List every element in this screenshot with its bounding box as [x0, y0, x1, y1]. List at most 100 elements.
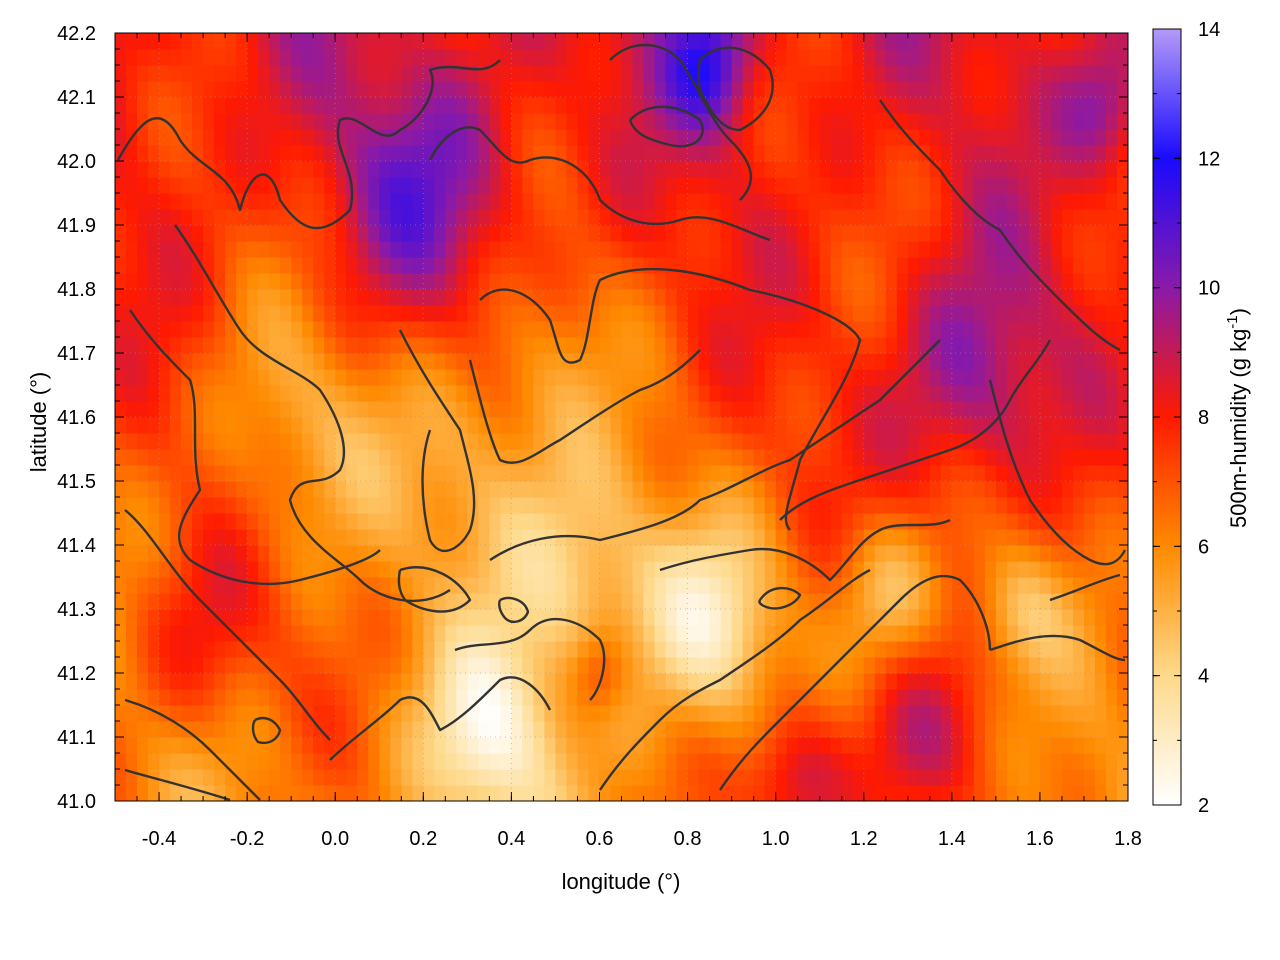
heatmap-cell [1006, 609, 1019, 626]
heatmap-cell [676, 609, 689, 626]
heatmap-cell [280, 209, 292, 226]
heatmap-cell [203, 497, 215, 514]
heatmap-cell [478, 673, 490, 690]
heatmap-cell [1028, 193, 1041, 210]
heatmap-cell [478, 769, 490, 786]
contour-line [498, 596, 530, 624]
heatmap-cell [907, 689, 920, 706]
heatmap-cell [489, 353, 501, 370]
heatmap-cell [764, 161, 777, 178]
heatmap-cell [401, 257, 413, 274]
heatmap-cell [1017, 737, 1030, 754]
heatmap-cell [236, 513, 248, 530]
heatmap-cell [555, 737, 568, 754]
heatmap-cell [346, 161, 358, 178]
heatmap-cell [1061, 705, 1074, 722]
heatmap-cell [489, 769, 501, 786]
heatmap-cell [225, 305, 237, 322]
heatmap-cell [632, 673, 645, 690]
heatmap-cell [654, 641, 667, 658]
heatmap-cell [291, 689, 303, 706]
heatmap-cell [467, 97, 479, 114]
heatmap-cell [170, 337, 182, 354]
heatmap-cell [863, 257, 876, 274]
heatmap-cell [797, 257, 810, 274]
heatmap-cell [588, 257, 601, 274]
heatmap-cell [137, 193, 149, 210]
x-tick-label: 0.0 [321, 828, 349, 850]
heatmap-cell [951, 81, 964, 98]
heatmap-cell [951, 321, 964, 338]
heatmap-cell [874, 49, 887, 66]
heatmap-cell [1105, 161, 1118, 178]
heatmap-cell [258, 753, 270, 770]
heatmap-cell [137, 641, 149, 658]
heatmap-cell [995, 513, 1008, 530]
heatmap-cell [665, 353, 678, 370]
heatmap-cell [951, 465, 964, 482]
heatmap-cell [764, 513, 777, 530]
heatmap-cell [335, 513, 347, 530]
heatmap-cell [841, 369, 854, 386]
heatmap-cell [610, 321, 623, 338]
heatmap-cell [841, 273, 854, 290]
heatmap-cell [918, 657, 931, 674]
heatmap-cell [907, 449, 920, 466]
heatmap-cell [1039, 321, 1052, 338]
heatmap-cell [566, 289, 579, 306]
heatmap-cell [181, 737, 193, 754]
heatmap-cell [401, 49, 413, 66]
heatmap-cell [478, 97, 490, 114]
heatmap-cell [896, 497, 909, 514]
heatmap-cell [159, 465, 171, 482]
heatmap-cell [1072, 609, 1085, 626]
heatmap-cell [874, 785, 887, 801]
heatmap-cell [742, 289, 755, 306]
heatmap-cell [1017, 241, 1030, 258]
heatmap-cell [368, 513, 380, 530]
heatmap-cell [368, 625, 380, 642]
heatmap-cell [918, 241, 931, 258]
heatmap-cell [720, 97, 733, 114]
heatmap-cell [357, 369, 369, 386]
heatmap-cell [797, 737, 810, 754]
heatmap-cell [522, 753, 535, 770]
heatmap-cell [1083, 417, 1096, 434]
heatmap-cell [390, 417, 402, 434]
heatmap-cell [775, 193, 788, 210]
heatmap-cell [1039, 465, 1052, 482]
heatmap-cell [885, 401, 898, 418]
heatmap-cell [203, 529, 215, 546]
y-axis-title: latitude (°) [26, 372, 51, 473]
heatmap-cell [1039, 721, 1052, 738]
heatmap-cell [280, 401, 292, 418]
heatmap-cell [170, 49, 182, 66]
heatmap-cell [1094, 337, 1107, 354]
heatmap-cell [170, 161, 182, 178]
heatmap-cell [599, 177, 612, 194]
heatmap-cell [577, 481, 590, 498]
heatmap-cell [302, 65, 314, 82]
heatmap-cell [929, 705, 942, 722]
heatmap-cell [115, 49, 127, 66]
heatmap-cell [764, 369, 777, 386]
heatmap-cell [852, 81, 865, 98]
heatmap-cell [665, 593, 678, 610]
heatmap-cell [863, 401, 876, 418]
heatmap-cell [588, 145, 601, 162]
grid [115, 33, 1128, 801]
heatmap-cell [401, 481, 413, 498]
heatmap-cell [951, 689, 964, 706]
heatmap-cell [775, 65, 788, 82]
heatmap-cell [808, 241, 821, 258]
heatmap-cell [401, 657, 413, 674]
heatmap-cell [159, 449, 171, 466]
heatmap-cell [929, 433, 942, 450]
heatmap-cell [1050, 721, 1063, 738]
heatmap-cell [181, 673, 193, 690]
heatmap-cell [863, 65, 876, 82]
heatmap-cell [247, 49, 259, 66]
heatmap-cell [269, 321, 281, 338]
heatmap-cell [918, 721, 931, 738]
heatmap-cell [654, 65, 667, 82]
